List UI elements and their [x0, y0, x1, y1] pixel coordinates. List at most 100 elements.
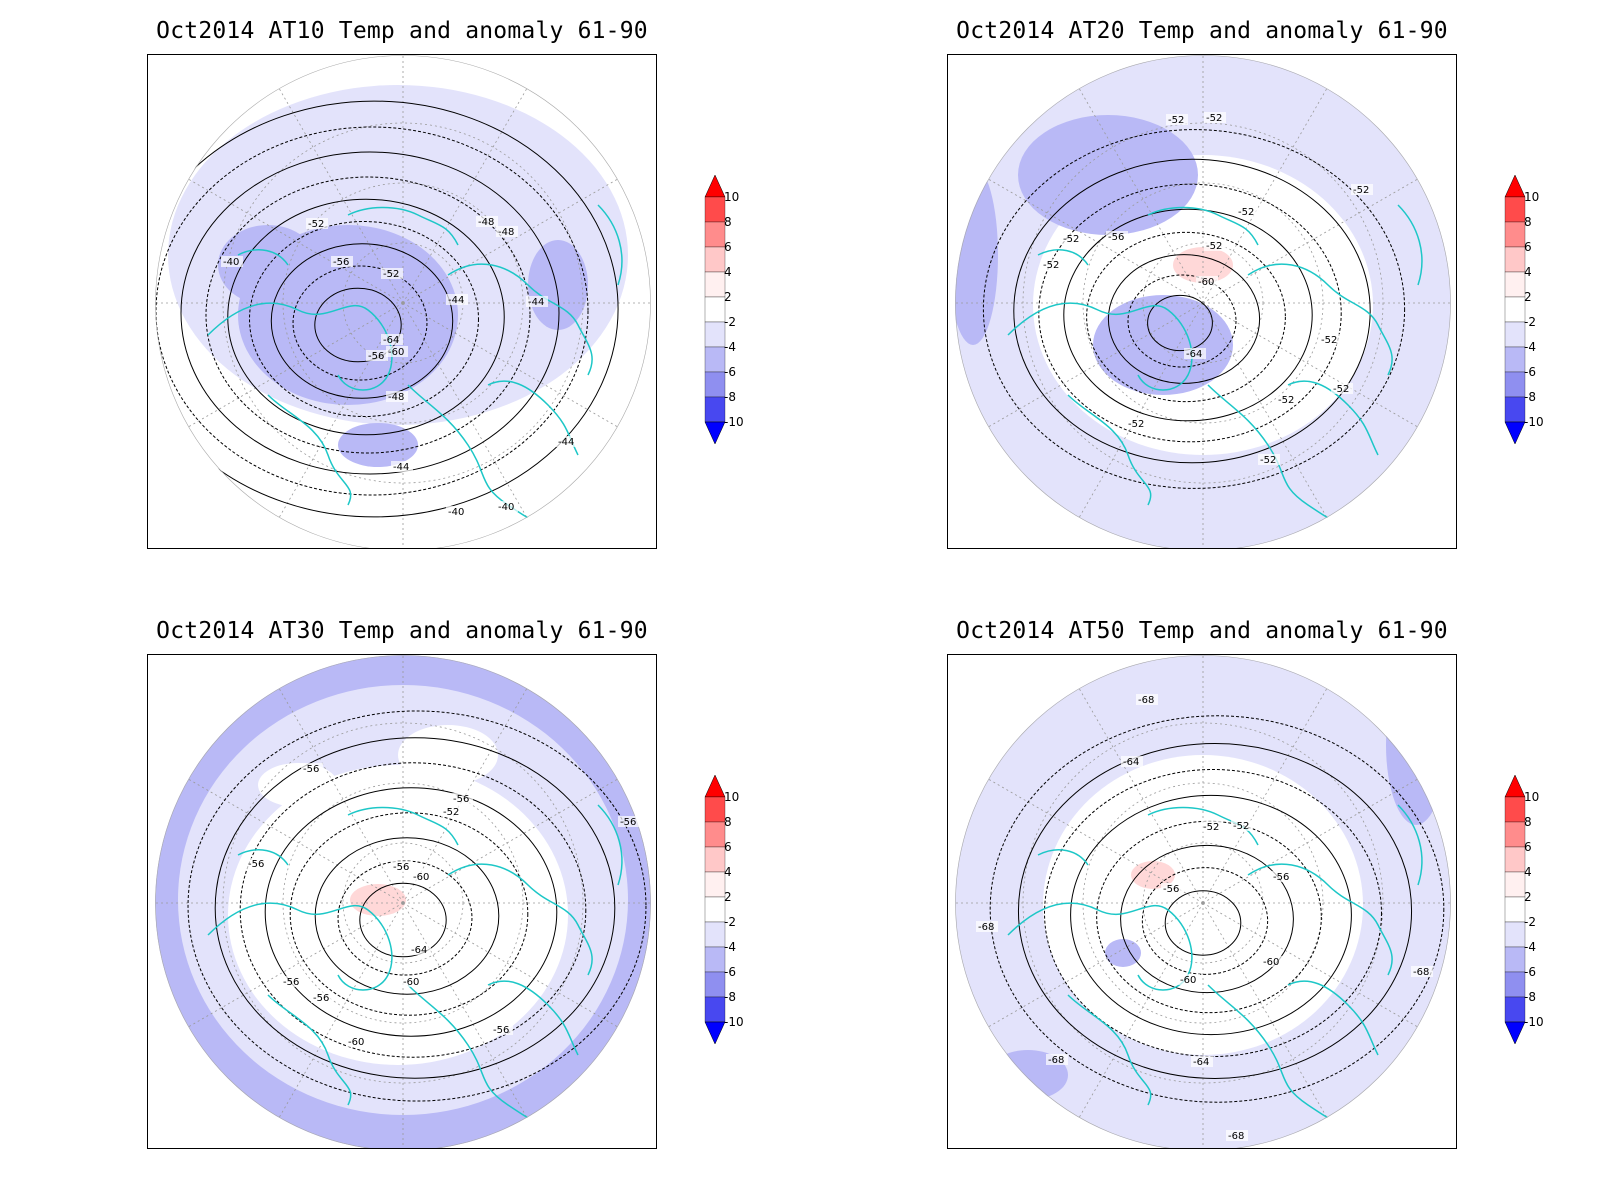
contour-label: -52 [1206, 113, 1222, 124]
contour-label: -48 [388, 392, 404, 403]
temperature-contour [1141, 867, 1269, 975]
contour-label: -68 [1228, 1131, 1244, 1142]
longitude-line [1202, 688, 1328, 904]
longitude-line [402, 902, 618, 1028]
contour-label-bg [1276, 394, 1298, 405]
coastline [237, 249, 289, 266]
anomaly-shading-area [228, 765, 568, 1065]
coastline [1247, 863, 1393, 976]
temperature-contour [1070, 794, 1352, 1036]
map-edge [155, 655, 651, 1148]
colorbar-segment [1504, 846, 1526, 873]
contour-label-bg [1184, 348, 1206, 359]
colorbar-segment [1504, 271, 1526, 298]
contour-label-bg [331, 256, 353, 267]
colorbar-label: 4 [1524, 865, 1532, 879]
contour-label-bg [381, 268, 403, 279]
temperature-contour [314, 287, 402, 363]
anomaly-colorbar: 10 8 6 4 2 -2 -4 -6 -8 -10 [1500, 174, 1570, 455]
polar-map: -56 -56 -56 -56 -56 -56 -56 -52 -60 -60 -64 -60 -56 [147, 654, 657, 1149]
panel-at10: Oct2014 AT10 Temp and anomaly 61-90 -40 -… [0, 0, 760, 590]
longitude-line [402, 88, 528, 304]
contour-label: -44 [558, 437, 574, 448]
longitude-line [988, 778, 1204, 904]
contour-label-bg [366, 350, 388, 361]
contour-label: -52 [1168, 115, 1184, 126]
colorbar-label: 8 [1524, 215, 1532, 229]
contour-label-bg [1126, 418, 1148, 429]
contour-label: -52 [1321, 335, 1337, 346]
colorbar-label: 10 [724, 790, 740, 804]
contour-label: -52 [1260, 455, 1276, 466]
contour-label-bg [476, 216, 498, 227]
colorbar-top-arrow [1504, 174, 1526, 198]
colorbar-segment [704, 346, 726, 373]
colorbar-label: 8 [724, 815, 732, 829]
temperature-contour [270, 243, 454, 399]
temperature-contour [249, 220, 479, 418]
contour-label-bg [1226, 1130, 1248, 1141]
contour-label-bg [618, 816, 640, 827]
contour-label: -52 [1278, 395, 1294, 406]
colorbar-segment [1504, 821, 1526, 848]
colorbar-label: 6 [1524, 240, 1532, 254]
contour-label-bg [526, 296, 548, 307]
coastline [207, 302, 393, 391]
colorbar-label: 2 [1524, 890, 1532, 904]
contour-label-bg [386, 391, 408, 402]
contour-label-bg [409, 944, 431, 955]
contour-label: -40 [498, 502, 514, 513]
colorbar-label: -8 [724, 990, 736, 1004]
map-disc [155, 55, 651, 548]
contour-label: -64 [383, 335, 399, 346]
contour-label-bg [346, 1036, 368, 1047]
contour-label: -56 [368, 351, 384, 362]
anomaly-shading-area [398, 725, 498, 785]
temperature-contour [227, 198, 505, 436]
colorbar-segment [704, 296, 726, 323]
colorbar-svg [1504, 174, 1526, 445]
colorbar-label: -2 [1524, 315, 1536, 329]
colorbar-label: 6 [724, 240, 732, 254]
temperature-contour [289, 812, 529, 1016]
contour-label: -56 [393, 862, 409, 873]
contour-label: -40 [448, 507, 464, 518]
contour-label-bg [1236, 206, 1258, 217]
coastline [1147, 806, 1259, 846]
longitude-line [988, 302, 1204, 428]
coastline [447, 263, 593, 376]
colorbar-bottom-arrow [704, 1021, 726, 1045]
coastline [597, 804, 623, 886]
contour-label-bg [1121, 756, 1143, 767]
colorbar-label: 2 [1524, 290, 1532, 304]
map-svg: -56 -56 -56 -56 -56 -56 -56 -52 -60 -60 -64 -60 -56 [148, 655, 656, 1148]
colorbar-segment [704, 846, 726, 873]
temperature-contour [155, 126, 589, 496]
contour-label: -60 [1263, 957, 1279, 968]
coastline [1287, 380, 1379, 456]
coastline [1397, 204, 1423, 286]
longitude-line [188, 178, 404, 304]
contour-label-bg [446, 506, 468, 517]
colorbar-label: -4 [724, 940, 736, 954]
colorbar-segment [1504, 346, 1526, 373]
longitude-line [402, 688, 528, 904]
colorbar-bottom-arrow [1504, 1021, 1526, 1045]
colorbar-label: -10 [724, 1015, 744, 1029]
contour-label: -56 [303, 764, 319, 775]
panel-title: Oct2014 AT30 Temp and anomaly 61-90 [156, 618, 648, 644]
coastline [1067, 994, 1152, 1106]
colorbar-label: 6 [724, 840, 732, 854]
contour-label: -60 [388, 347, 404, 358]
colorbar-top-arrow [704, 174, 726, 198]
contour-label-bg [1411, 966, 1433, 977]
temperature-contour [1127, 274, 1237, 368]
colorbar-segment [1504, 221, 1526, 248]
polar-map: -40 -40 -40 -44 -44 -44 -44 -48 -48 -48 -52 -52 -56-… [147, 54, 657, 549]
contour-label-bg [976, 921, 998, 932]
contour-label: -56 [493, 1025, 509, 1036]
longitude-line [1202, 902, 1328, 1118]
map-svg: -68 -64 -52 -52 -56 -56 -60 -60 -64 -68 -68 -68 -68 [948, 655, 1456, 1148]
longitude-line [1202, 302, 1328, 518]
temperature-contour [239, 762, 587, 1058]
